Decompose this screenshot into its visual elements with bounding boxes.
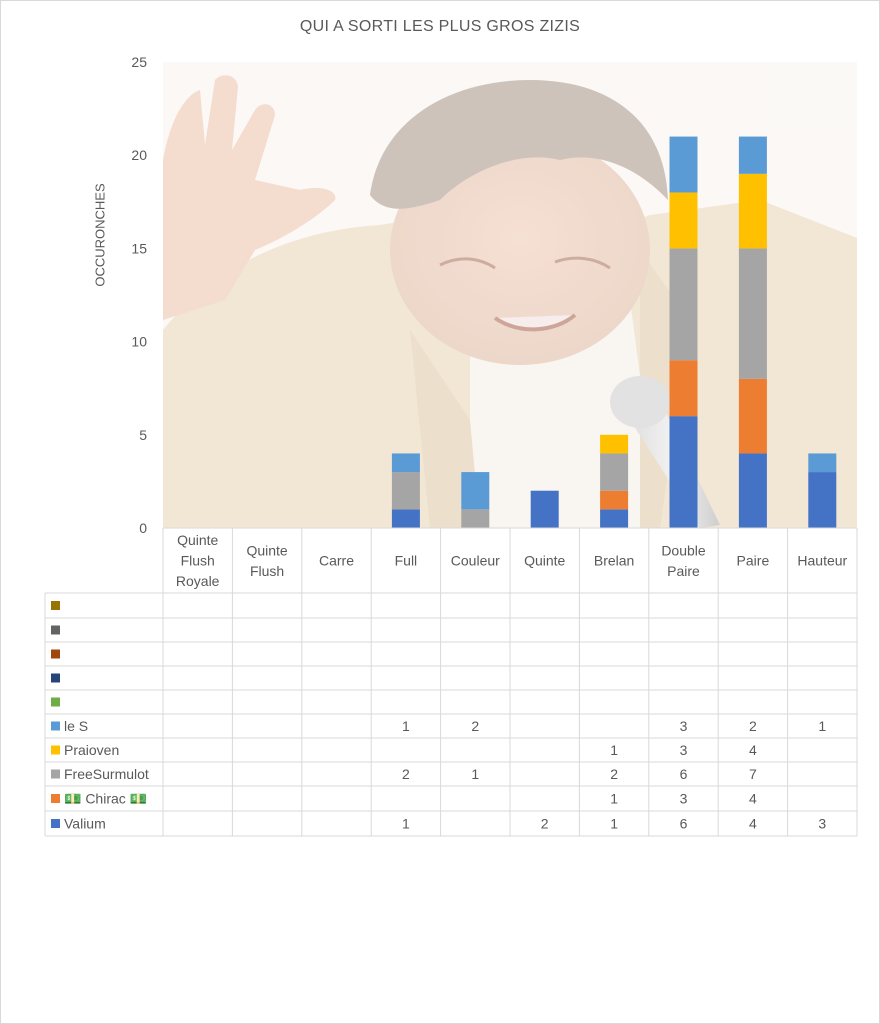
table-value: 3 xyxy=(680,791,688,807)
bar-segment xyxy=(669,136,698,193)
category-label: Full xyxy=(395,553,418,569)
bar-segment xyxy=(600,434,629,454)
table-value: 4 xyxy=(749,742,757,758)
table-value: 6 xyxy=(680,816,688,832)
table-value: 1 xyxy=(471,766,479,782)
table-value: 2 xyxy=(541,816,549,832)
bar-segment xyxy=(391,472,420,510)
table-value: 1 xyxy=(402,718,410,734)
bar-segment xyxy=(808,453,837,473)
bar-segment xyxy=(530,490,559,528)
legend-swatch xyxy=(51,601,60,610)
bar-segment xyxy=(600,490,629,510)
table-value: 1 xyxy=(610,816,618,832)
table-value: 4 xyxy=(749,791,757,807)
table-value: 3 xyxy=(818,816,826,832)
bars-layer xyxy=(391,136,837,528)
legend-swatch xyxy=(51,745,60,755)
legend-swatch xyxy=(51,721,60,731)
y-tick-label: 20 xyxy=(131,147,147,163)
legend-label: Valium xyxy=(64,816,106,832)
legend-label: 💵 Chirac 💵 xyxy=(64,791,147,807)
bar-segment xyxy=(738,453,767,528)
legend-swatch xyxy=(51,649,60,659)
table-value: 2 xyxy=(749,718,757,734)
bar-segment xyxy=(461,472,490,510)
y-tick-label: 0 xyxy=(139,520,147,536)
table-value: 1 xyxy=(610,791,618,807)
category-label: Hauteur xyxy=(797,553,847,569)
table-value: 6 xyxy=(680,766,688,782)
bar-segment xyxy=(738,136,767,174)
table-value: 1 xyxy=(402,816,410,832)
bar-segment xyxy=(808,472,837,528)
category-label: Double Paire xyxy=(661,542,706,579)
bar-segment xyxy=(600,509,629,528)
bar-segment xyxy=(738,378,767,454)
table-value: 1 xyxy=(610,742,618,758)
bar-segment xyxy=(738,248,767,379)
y-tick-label: 5 xyxy=(139,427,147,443)
category-label: Quinte Flush xyxy=(246,542,287,579)
table-value: 2 xyxy=(402,766,410,782)
legend-label: Praioven xyxy=(64,742,119,758)
table-value: 7 xyxy=(749,766,757,782)
bar-segment xyxy=(461,509,490,528)
legend-swatch xyxy=(51,625,60,635)
legend-label: le S xyxy=(64,718,88,734)
table-value: 2 xyxy=(471,718,479,734)
legend-swatch xyxy=(51,794,60,803)
bar-segment xyxy=(391,453,420,473)
bar-segment xyxy=(600,453,629,491)
legend-swatch xyxy=(51,769,60,779)
category-label: Paire xyxy=(737,553,770,569)
category-label: Quinte Flush Royale xyxy=(176,532,220,589)
category-label: Carre xyxy=(319,553,354,569)
table-value: 1 xyxy=(818,718,826,734)
legend-label: FreeSurmulot xyxy=(64,766,149,782)
legend-swatch xyxy=(51,697,60,707)
chart-title: QUI A SORTI LES PLUS GROS ZIZIS xyxy=(299,18,581,35)
y-tick-label: 25 xyxy=(131,54,147,70)
bar-segment xyxy=(669,248,698,361)
category-label: Brelan xyxy=(594,553,634,569)
table-value: 2 xyxy=(610,766,618,782)
legend-swatch xyxy=(51,819,60,828)
bar-segment xyxy=(669,192,698,249)
table-value: 3 xyxy=(680,742,688,758)
table-value: 4 xyxy=(749,816,757,832)
bar-segment xyxy=(669,416,698,528)
table-value: 3 xyxy=(680,718,688,734)
bar-segment xyxy=(669,360,698,417)
y-tick-label: 10 xyxy=(131,334,147,350)
data-table: le S 1 2 3 2 1 Praioven 1 3 4 FreeSurmulot 2 1 2 6 7 💵 C… xyxy=(44,592,858,837)
bar-segment xyxy=(738,173,767,249)
category-label: Quinte xyxy=(524,553,565,569)
bar-segment xyxy=(391,509,420,528)
y-tick-label: 15 xyxy=(131,240,147,256)
legend-swatch xyxy=(51,673,60,683)
x-axis: Quinte Flush Royale Quinte Flush Carre Full Cou… xyxy=(162,527,858,593)
category-label: Couleur xyxy=(451,553,500,569)
y-axis: 0 5 10 15 20 25 xyxy=(131,54,147,536)
